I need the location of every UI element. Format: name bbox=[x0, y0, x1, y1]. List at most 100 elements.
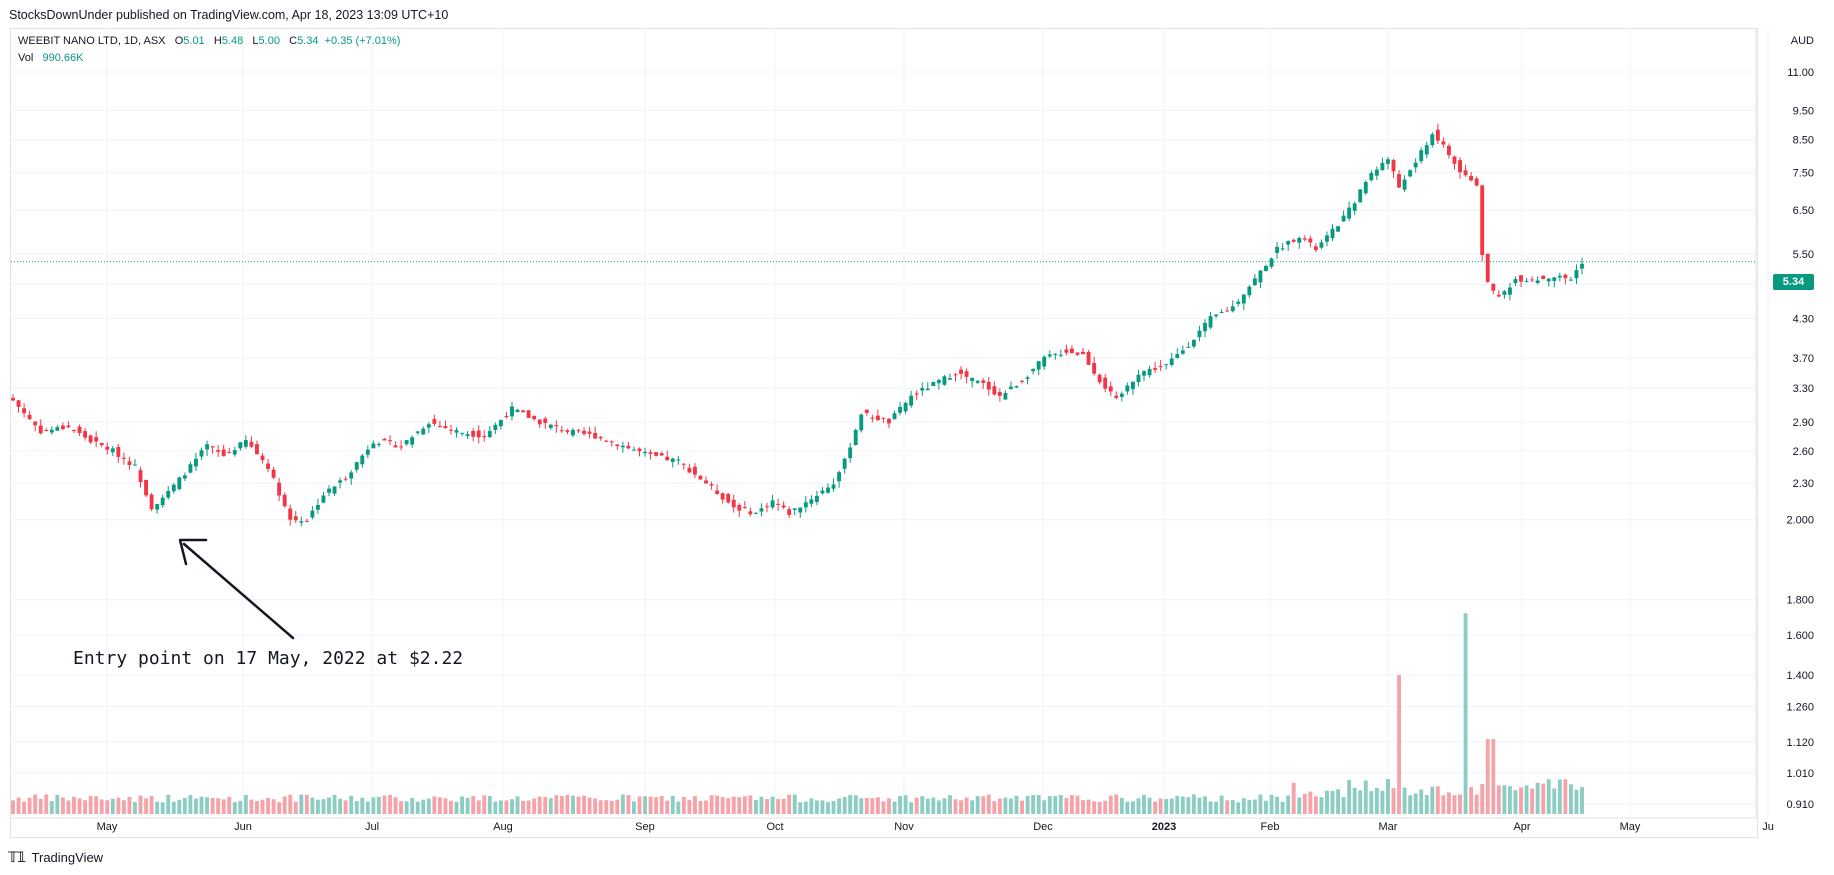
volume-bar bbox=[1230, 800, 1235, 814]
candle-body bbox=[437, 425, 442, 427]
y-tick-label: 1.800 bbox=[1786, 595, 1814, 607]
x-tick-label: Ju bbox=[1762, 821, 1774, 833]
volume-bar bbox=[144, 798, 149, 814]
candle-body bbox=[875, 415, 880, 421]
candle-body bbox=[1092, 363, 1097, 374]
candle-body bbox=[1435, 129, 1440, 141]
candle-body bbox=[1358, 189, 1363, 203]
x-tick-label: May bbox=[1620, 821, 1641, 833]
candle-body bbox=[626, 445, 631, 449]
candle-body bbox=[498, 420, 503, 427]
volume-bar bbox=[1580, 787, 1584, 814]
volume-bar bbox=[321, 799, 326, 814]
volume-bar bbox=[715, 795, 720, 814]
candle-body bbox=[116, 446, 121, 457]
candle-body bbox=[404, 440, 409, 445]
candle-body bbox=[1580, 263, 1584, 269]
volume-label: Vol bbox=[18, 52, 34, 64]
volume-bar bbox=[870, 798, 875, 814]
volume-bar bbox=[365, 801, 370, 814]
candle-body bbox=[232, 450, 237, 455]
x-tick-label: Sep bbox=[635, 821, 655, 833]
candle-body bbox=[620, 445, 625, 448]
candle-body bbox=[842, 458, 847, 469]
volume-bar bbox=[1108, 795, 1113, 814]
candle-body bbox=[1219, 312, 1224, 314]
volume-bar bbox=[925, 798, 930, 814]
volume-bar bbox=[720, 797, 725, 814]
volume-bar bbox=[376, 796, 381, 814]
volume-bar bbox=[598, 800, 603, 814]
chart-frame bbox=[10, 28, 1758, 838]
volume-bar bbox=[1458, 794, 1462, 814]
candle-body bbox=[1491, 283, 1496, 291]
volume-bar bbox=[1519, 787, 1523, 814]
volume-bar bbox=[1158, 798, 1163, 814]
candle-body bbox=[1136, 374, 1141, 382]
candle-body bbox=[643, 451, 647, 454]
volume-bar bbox=[1186, 797, 1191, 814]
volume-bar bbox=[238, 800, 243, 814]
volume-bar bbox=[687, 799, 692, 814]
candle-body bbox=[1103, 377, 1108, 389]
x-tick-label: Mar bbox=[1379, 821, 1398, 833]
candle-body bbox=[1186, 346, 1191, 348]
candle-body bbox=[1236, 301, 1241, 304]
candle-body bbox=[171, 484, 176, 492]
volume-bar bbox=[382, 795, 387, 814]
candle-body bbox=[742, 507, 747, 509]
candle-body bbox=[765, 506, 769, 508]
volume-bar bbox=[859, 798, 864, 814]
candle-body bbox=[809, 499, 814, 504]
volume-bar bbox=[1097, 801, 1102, 814]
volume-bar bbox=[277, 802, 282, 814]
volume-bar bbox=[809, 798, 814, 814]
candle-body bbox=[327, 488, 331, 493]
candle-body bbox=[1452, 156, 1457, 164]
candle-body bbox=[637, 448, 642, 452]
volume-bar bbox=[16, 797, 21, 814]
candle-body bbox=[1020, 380, 1024, 382]
candle-body bbox=[571, 429, 575, 436]
y-tick-label: 2.30 bbox=[1793, 478, 1814, 490]
candle-body bbox=[582, 430, 586, 434]
volume-bar bbox=[914, 797, 919, 814]
annotation-arrow-shaft bbox=[182, 542, 295, 640]
volume-bar bbox=[875, 797, 880, 814]
candle-body bbox=[1025, 377, 1030, 379]
candle-body bbox=[748, 511, 753, 515]
volume-bar bbox=[22, 801, 27, 814]
volume-bar bbox=[748, 795, 753, 814]
low-label: L bbox=[252, 35, 259, 47]
candle-body bbox=[216, 450, 221, 452]
tradingview-footer[interactable]: 𝕋𝟙 TradingView bbox=[8, 849, 103, 866]
volume-bar bbox=[692, 796, 697, 814]
candle-body bbox=[1557, 275, 1562, 278]
volume-bar bbox=[1319, 797, 1324, 814]
volume-bar bbox=[1009, 798, 1013, 814]
candle-body bbox=[293, 516, 298, 521]
candle-body bbox=[382, 438, 387, 441]
x-tick-label: Jul bbox=[365, 821, 379, 833]
candle-body bbox=[543, 418, 548, 423]
candle-body bbox=[1280, 248, 1285, 250]
volume-bar bbox=[1280, 801, 1285, 814]
candle-body bbox=[720, 493, 725, 500]
volume-bar bbox=[842, 796, 847, 814]
candle-body bbox=[659, 453, 664, 456]
candle-body bbox=[548, 424, 553, 428]
volume-bar bbox=[931, 797, 936, 814]
volume-bar bbox=[826, 802, 830, 814]
x-tick-label: Oct bbox=[766, 821, 783, 833]
volume-bar bbox=[315, 799, 320, 814]
candle-body bbox=[1297, 237, 1302, 243]
volume-bar bbox=[1114, 794, 1119, 814]
volume-bar bbox=[1142, 794, 1146, 814]
volume-bar bbox=[1313, 796, 1318, 814]
candle-body bbox=[1430, 134, 1435, 146]
candle-body bbox=[1009, 386, 1013, 390]
volume-bar bbox=[1252, 799, 1257, 814]
volume-bar bbox=[970, 800, 975, 814]
candle-body bbox=[604, 440, 609, 442]
